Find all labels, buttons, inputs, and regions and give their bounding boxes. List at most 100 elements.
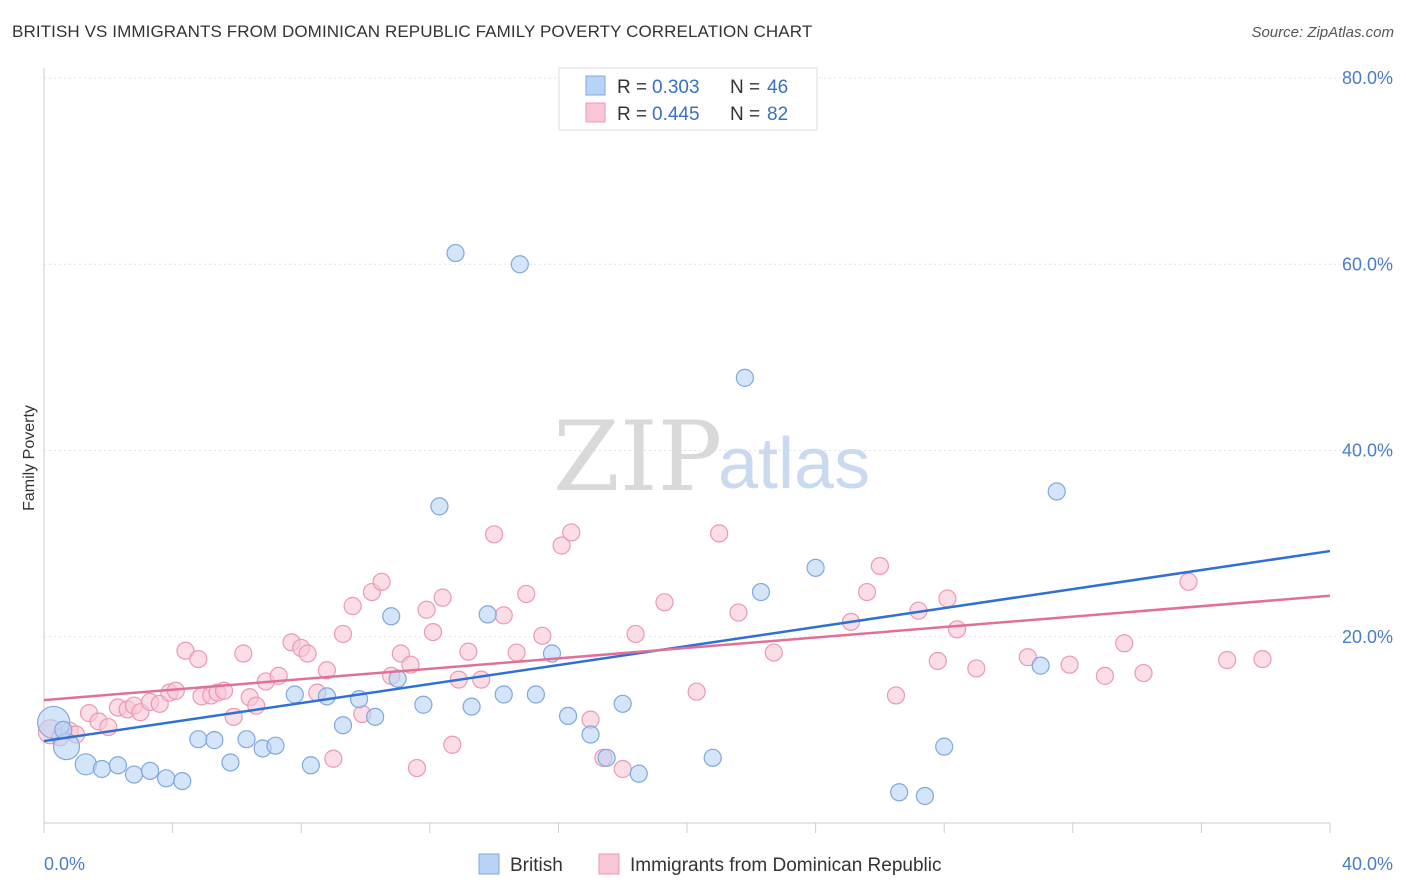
dominican-point — [343, 596, 362, 616]
british-point — [735, 368, 754, 387]
dominican-point — [485, 525, 504, 544]
dominican-point — [472, 670, 491, 689]
dominican-point — [298, 644, 317, 663]
y-tick-label-40: 40.0% — [1342, 441, 1393, 461]
dominican-point — [967, 659, 986, 678]
dominican-point — [729, 603, 748, 622]
british-point — [237, 730, 256, 749]
british-point — [581, 725, 600, 744]
british-point — [317, 687, 337, 706]
dominican-point — [189, 649, 208, 669]
legend-swatch-dominican — [585, 102, 606, 123]
x-tick-label-min: 0.0% — [44, 854, 85, 874]
british-point — [510, 255, 529, 274]
british-point — [108, 756, 128, 775]
dominican-point — [517, 584, 536, 604]
dominican-point — [533, 626, 552, 645]
dominican-point — [886, 686, 906, 705]
british-point — [558, 706, 578, 726]
british-point — [92, 759, 111, 779]
dominican-trend-line — [43, 594, 1331, 702]
dominican-point — [928, 651, 947, 671]
british-point — [703, 748, 722, 767]
y-tick-label-80: 80.0% — [1342, 68, 1393, 88]
legend-r-label-dominican: R = — [617, 104, 647, 125]
series-legend-swatch-dominican — [598, 853, 620, 875]
x-tick-label-max: 40.0% — [1342, 854, 1393, 874]
legend-n-value-british: 46 — [767, 77, 788, 98]
british-point — [478, 605, 497, 624]
british-point — [629, 764, 648, 783]
british-point — [266, 736, 285, 755]
british-point — [173, 771, 192, 791]
dominican-point — [710, 524, 729, 543]
british-point — [157, 769, 176, 788]
british-point — [446, 243, 465, 263]
british-point — [301, 756, 320, 775]
correlation-legend: R = 0.303 N = 46 R = 0.445 N = 82 — [558, 67, 818, 131]
dominican-point — [433, 588, 452, 607]
british-point — [74, 753, 97, 776]
legend-r-value-british: 0.303 — [652, 77, 700, 98]
dominican-point — [1253, 649, 1272, 669]
dominican-point — [1095, 666, 1115, 685]
dominican-point — [333, 624, 353, 644]
dominican-point — [687, 682, 706, 701]
british-point — [915, 786, 935, 806]
dominican-point — [938, 589, 957, 608]
dominican-point — [613, 759, 632, 779]
dominican-point — [1179, 572, 1198, 591]
chart-title: BRITISH VS IMMIGRANTS FROM DOMINICAN REP… — [12, 22, 813, 41]
legend-r-label-british: R = — [617, 77, 647, 98]
dominican-point — [1115, 634, 1134, 653]
british-point — [526, 685, 545, 704]
dominican-point — [324, 749, 343, 768]
british-point — [54, 720, 73, 739]
watermark-zip: ZIP — [553, 401, 722, 513]
british-point — [414, 695, 433, 714]
dominican-point — [459, 642, 478, 661]
trend-lines — [43, 549, 1331, 743]
british-point — [1047, 482, 1066, 501]
dominican-point — [317, 661, 337, 680]
british-point — [333, 716, 353, 735]
series-legend-swatch-british — [478, 853, 500, 875]
british-point — [494, 685, 513, 704]
british-point — [430, 497, 449, 516]
dominican-point — [507, 643, 526, 662]
legend-n-label-dominican: N = — [730, 104, 760, 125]
dominican-point — [176, 641, 195, 660]
british-point — [751, 582, 771, 602]
legend-n-value-dominican: 82 — [767, 104, 788, 125]
dominican-point — [655, 593, 674, 612]
legend-swatch-british — [585, 75, 606, 96]
british-point — [613, 694, 632, 713]
y-tick-label-20: 20.0% — [1342, 627, 1393, 647]
british-point — [140, 761, 160, 780]
dominican-point — [372, 572, 391, 591]
british-point — [382, 607, 401, 626]
dominican-point — [947, 620, 967, 639]
series-legend-label-dominican: Immigrants from Dominican Republic — [630, 855, 942, 876]
dominican-point — [857, 582, 877, 602]
dominican-point — [407, 758, 427, 778]
british-point — [221, 753, 240, 772]
british-point — [935, 737, 954, 756]
british-point — [189, 730, 208, 749]
british-point — [597, 748, 616, 767]
grid-lines — [44, 77, 1393, 638]
dominican-point — [443, 735, 462, 754]
legend-n-label-british: N = — [730, 77, 760, 98]
y-axis-label: Family Poverty — [21, 405, 38, 511]
dominican-point — [562, 523, 581, 542]
british-point — [366, 707, 385, 726]
british-point — [806, 558, 825, 577]
dominican-point — [234, 644, 253, 663]
british-point — [890, 783, 909, 802]
series-legend-label-british: British — [510, 855, 563, 876]
dominican-point — [552, 536, 571, 555]
british-point — [285, 685, 304, 704]
british-trend-line — [43, 549, 1331, 743]
british-point — [462, 697, 481, 716]
